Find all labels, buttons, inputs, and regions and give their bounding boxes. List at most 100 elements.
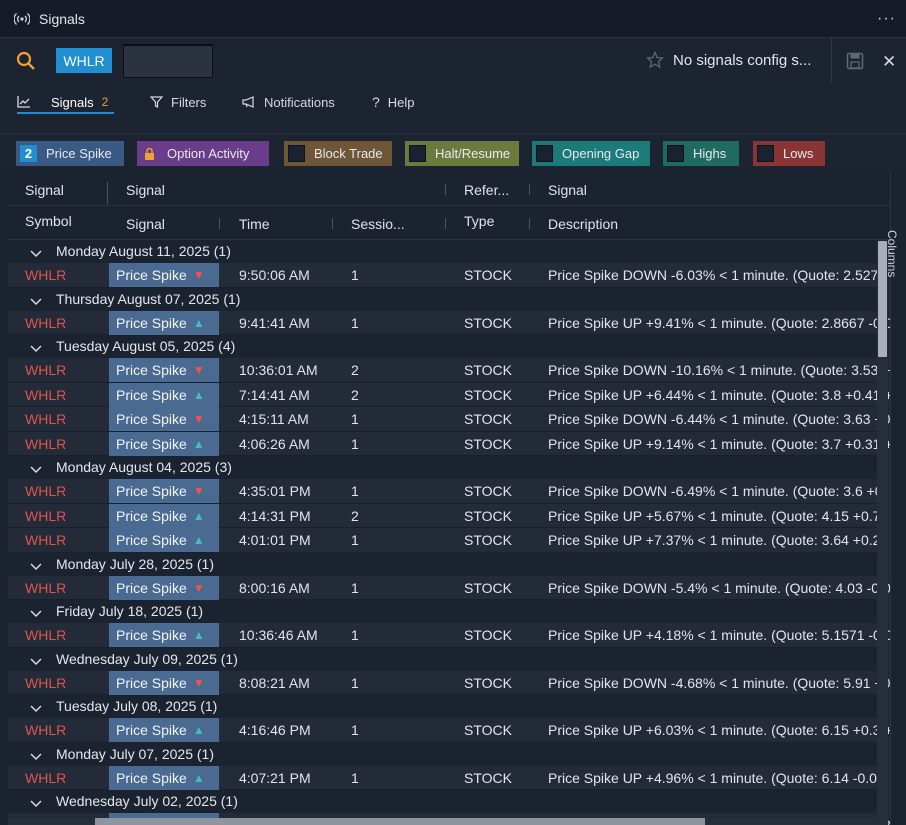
chip-highs[interactable]: Highs [663, 141, 739, 166]
table-row[interactable]: WHLR Price Spike ▲ 4:06:26 AM 1 STOCK Price Sp… [8, 431, 890, 456]
ticker-input[interactable] [123, 44, 213, 78]
table-row[interactable]: WHLR Price Spike ▼ 4:35:01 PM 1 STOCK Price Sp… [8, 479, 886, 504]
symbol-link[interactable]: WHLR [25, 386, 67, 403]
chevron-down-icon[interactable] [30, 605, 42, 621]
description-cell: Price Spike UP +9.14% < 1 minute. (Quote… [548, 435, 890, 452]
chevron-down-icon[interactable] [30, 795, 42, 811]
symbol-link[interactable]: WHLR [25, 674, 67, 691]
chevron-down-icon[interactable] [30, 245, 42, 261]
description-cell: Price Spike UP +7.37% < 1 minute. (Quote… [548, 532, 889, 548]
horizontal-scrollbar-thumb[interactable] [95, 818, 705, 825]
type-cell: STOCK [464, 579, 512, 596]
column-header-description[interactable]: Description [548, 216, 619, 232]
chip-halt-resume[interactable]: Halt/Resume [405, 141, 519, 166]
vertical-scrollbar[interactable] [877, 241, 888, 825]
time-cell: 4:06:26 AM [239, 435, 310, 452]
chip-price-spike[interactable]: 2 Price Spike [16, 141, 124, 166]
chevron-down-icon[interactable] [30, 700, 42, 716]
tab-notifications[interactable]: Notifications [242, 91, 335, 113]
group-header[interactable]: Tuesday July 08, 2025 (1) [8, 695, 878, 718]
column-header-time[interactable]: Time [239, 216, 270, 232]
group-header[interactable]: Wednesday July 02, 2025 (1) [8, 790, 878, 813]
close-icon[interactable]: ✕ [882, 52, 897, 71]
group-header[interactable]: Monday August 11, 2025 (1) [8, 240, 878, 263]
vertical-scrollbar-thumb[interactable] [878, 241, 887, 357]
table-row[interactable]: WHLR Price Spike ▼ 8:08:21 AM 1 STOCK Price Sp… [8, 670, 890, 695]
chevron-down-icon[interactable] [30, 558, 42, 574]
chip-opening-gap[interactable]: Opening Gap [532, 141, 650, 166]
signal-badge: Price Spike ▼ [109, 575, 219, 600]
symbol-link[interactable]: WHLR [25, 362, 67, 378]
group-header[interactable]: Monday July 07, 2025 (1) [8, 742, 878, 766]
tab-filters[interactable]: Filters [150, 91, 206, 113]
signals-config-name[interactable]: No signals config s... [673, 52, 812, 69]
chip-lows[interactable]: Lows [753, 141, 825, 166]
table-row[interactable]: WHLR Price Spike ▲ 4:14:31 PM 2 STOCK Price Sp… [8, 503, 888, 528]
table-row[interactable]: WHLR Price Spike ▼ 10:36:01 AM 2 STOCK Price S… [8, 358, 890, 383]
group-header[interactable]: Thursday August 07, 2025 (1) [8, 287, 878, 311]
table-row[interactable]: WHLR Price Spike ▲ 4:01:01 PM 1 STOCK Price Sp… [8, 528, 888, 553]
table-row[interactable]: WHLR Price Spike ▼ 4:15:11 AM 1 STOCK Price Sp… [8, 407, 890, 432]
save-icon[interactable] [846, 52, 864, 73]
symbol-link[interactable]: WHLR [25, 532, 67, 548]
symbol-link[interactable]: WHLR [25, 769, 67, 786]
description-cell: Price Spike DOWN -4.68% < 1 minute. (Quo… [548, 674, 890, 691]
type-cell: STOCK [464, 314, 512, 331]
symbol-link[interactable]: WHLR [25, 579, 67, 596]
table-row[interactable]: WHLR Price Spike ▲ 9:41:41 AM 1 STOCK Price Sp… [8, 310, 890, 335]
symbol-link[interactable]: WHLR [25, 267, 67, 283]
group-header[interactable]: Friday July 18, 2025 (1) [8, 600, 878, 623]
chevron-down-icon[interactable] [30, 340, 42, 356]
chevron-down-icon[interactable] [30, 748, 42, 764]
column-header-signal-group-2[interactable]: Signal [126, 182, 165, 198]
column-header-signal-group[interactable]: Signal [25, 182, 64, 198]
arrow-up-icon: ▲ [192, 436, 205, 451]
type-cell: STOCK [464, 507, 512, 524]
chevron-down-icon[interactable] [30, 293, 42, 309]
table-row[interactable]: WHLR Price Spike ▲ 10:36:46 AM 1 STOCK Price S… [8, 623, 890, 648]
type-cell: STOCK [464, 627, 512, 643]
search-icon[interactable] [16, 51, 36, 74]
table-row[interactable]: WHLR Price Spike ▲ 4:16:46 PM 1 STOCK Price Sp… [8, 718, 890, 743]
column-header-reference[interactable]: Refer... [464, 182, 510, 198]
group-title: Monday July 28, 2025 (1) [56, 555, 214, 572]
symbol-link[interactable]: WHLR [25, 507, 67, 524]
chip-label: Option Activity [167, 146, 250, 161]
column-header-signal-group-3[interactable]: Signal [548, 182, 587, 198]
table-row[interactable]: WHLR Price Spike ▲ 7:14:41 AM 2 STOCK Price Sp… [8, 382, 890, 407]
group-header[interactable]: Monday July 28, 2025 (1) [8, 552, 878, 576]
more-options-icon[interactable]: ··· [877, 10, 896, 27]
description-cell: Price Spike DOWN -6.44% < 1 minute. (Quo… [548, 411, 890, 427]
symbol-link[interactable]: WHLR [25, 722, 67, 738]
signal-label: Price Spike [116, 362, 187, 378]
type-cell: STOCK [464, 532, 512, 548]
column-header-signal[interactable]: Signal [126, 216, 165, 232]
description-cell: Price Spike DOWN -6.03% < 1 minute. (Quo… [548, 267, 887, 283]
arrow-down-icon: ▼ [192, 580, 205, 595]
symbol-link[interactable]: WHLR [25, 411, 67, 427]
symbol-link[interactable]: WHLR [25, 435, 67, 452]
columns-side-panel[interactable] [890, 172, 906, 825]
column-header-type[interactable]: Type [464, 213, 495, 229]
chevron-down-icon[interactable] [30, 653, 42, 669]
group-header[interactable]: Monday August 04, 2025 (3) [8, 456, 878, 479]
star-icon[interactable] [645, 50, 665, 72]
group-header[interactable]: Tuesday August 05, 2025 (4) [8, 335, 878, 358]
tab-help[interactable]: ? Help [372, 91, 415, 113]
symbol-link[interactable]: WHLR [25, 627, 67, 643]
chevron-down-icon[interactable] [30, 461, 42, 477]
chip-block-trade[interactable]: Block Trade [284, 141, 392, 166]
tab-signals[interactable]: Signals 2 [17, 91, 108, 113]
column-header-session[interactable]: Sessio... [351, 216, 405, 232]
symbol-link[interactable]: WHLR [25, 314, 67, 331]
table-row[interactable]: WHLR Price Spike ▲ 4:07:21 PM 1 STOCK Price Sp… [8, 765, 885, 790]
tabs-bar: Signals 2 Filters Notifications ? Help [0, 83, 906, 117]
symbol-link[interactable]: WHLR [25, 483, 67, 499]
column-header-symbol[interactable]: Symbol [25, 213, 72, 229]
columns-panel-toggle[interactable]: Columns [885, 218, 906, 298]
ticker-chip[interactable]: WHLR [56, 48, 112, 73]
table-row[interactable]: WHLR Price Spike ▼ 9:50:06 AM 1 STOCK Price Sp… [8, 263, 886, 288]
group-header[interactable]: Wednesday July 09, 2025 (1) [8, 647, 878, 671]
chip-option-activity[interactable]: Option Activity [137, 141, 269, 166]
table-row[interactable]: WHLR Price Spike ▼ 8:00:16 AM 1 STOCK Price Sp… [8, 575, 890, 600]
